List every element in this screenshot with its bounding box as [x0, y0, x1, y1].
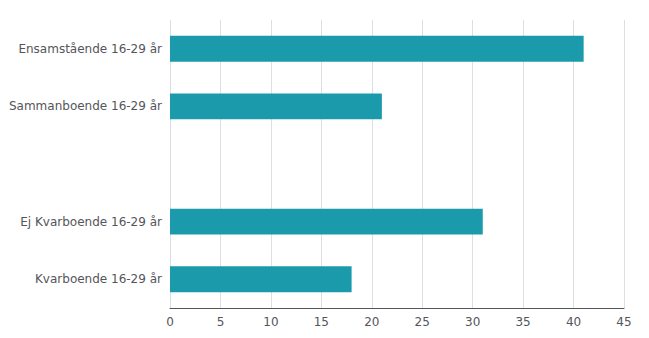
svg-text:45: 45 [616, 315, 631, 329]
svg-text:30: 30 [465, 315, 480, 329]
svg-text:Kvarboende 16-29 år: Kvarboende 16-29 år [35, 272, 162, 286]
svg-text:Ensamstående 16-29 år: Ensamstående 16-29 år [18, 42, 162, 56]
svg-text:20: 20 [364, 315, 379, 329]
svg-text:35: 35 [515, 315, 530, 329]
svg-text:Sammanboende 16-29 år: Sammanboende 16-29 år [9, 99, 162, 113]
svg-text:15: 15 [314, 315, 329, 329]
svg-text:10: 10 [263, 315, 278, 329]
svg-text:Ej Kvarboende 16-29 år: Ej Kvarboende 16-29 år [20, 215, 162, 229]
svg-text:0: 0 [166, 315, 174, 329]
svg-text:25: 25 [415, 315, 430, 329]
svg-text:40: 40 [566, 315, 581, 329]
svg-text:5: 5 [217, 315, 225, 329]
